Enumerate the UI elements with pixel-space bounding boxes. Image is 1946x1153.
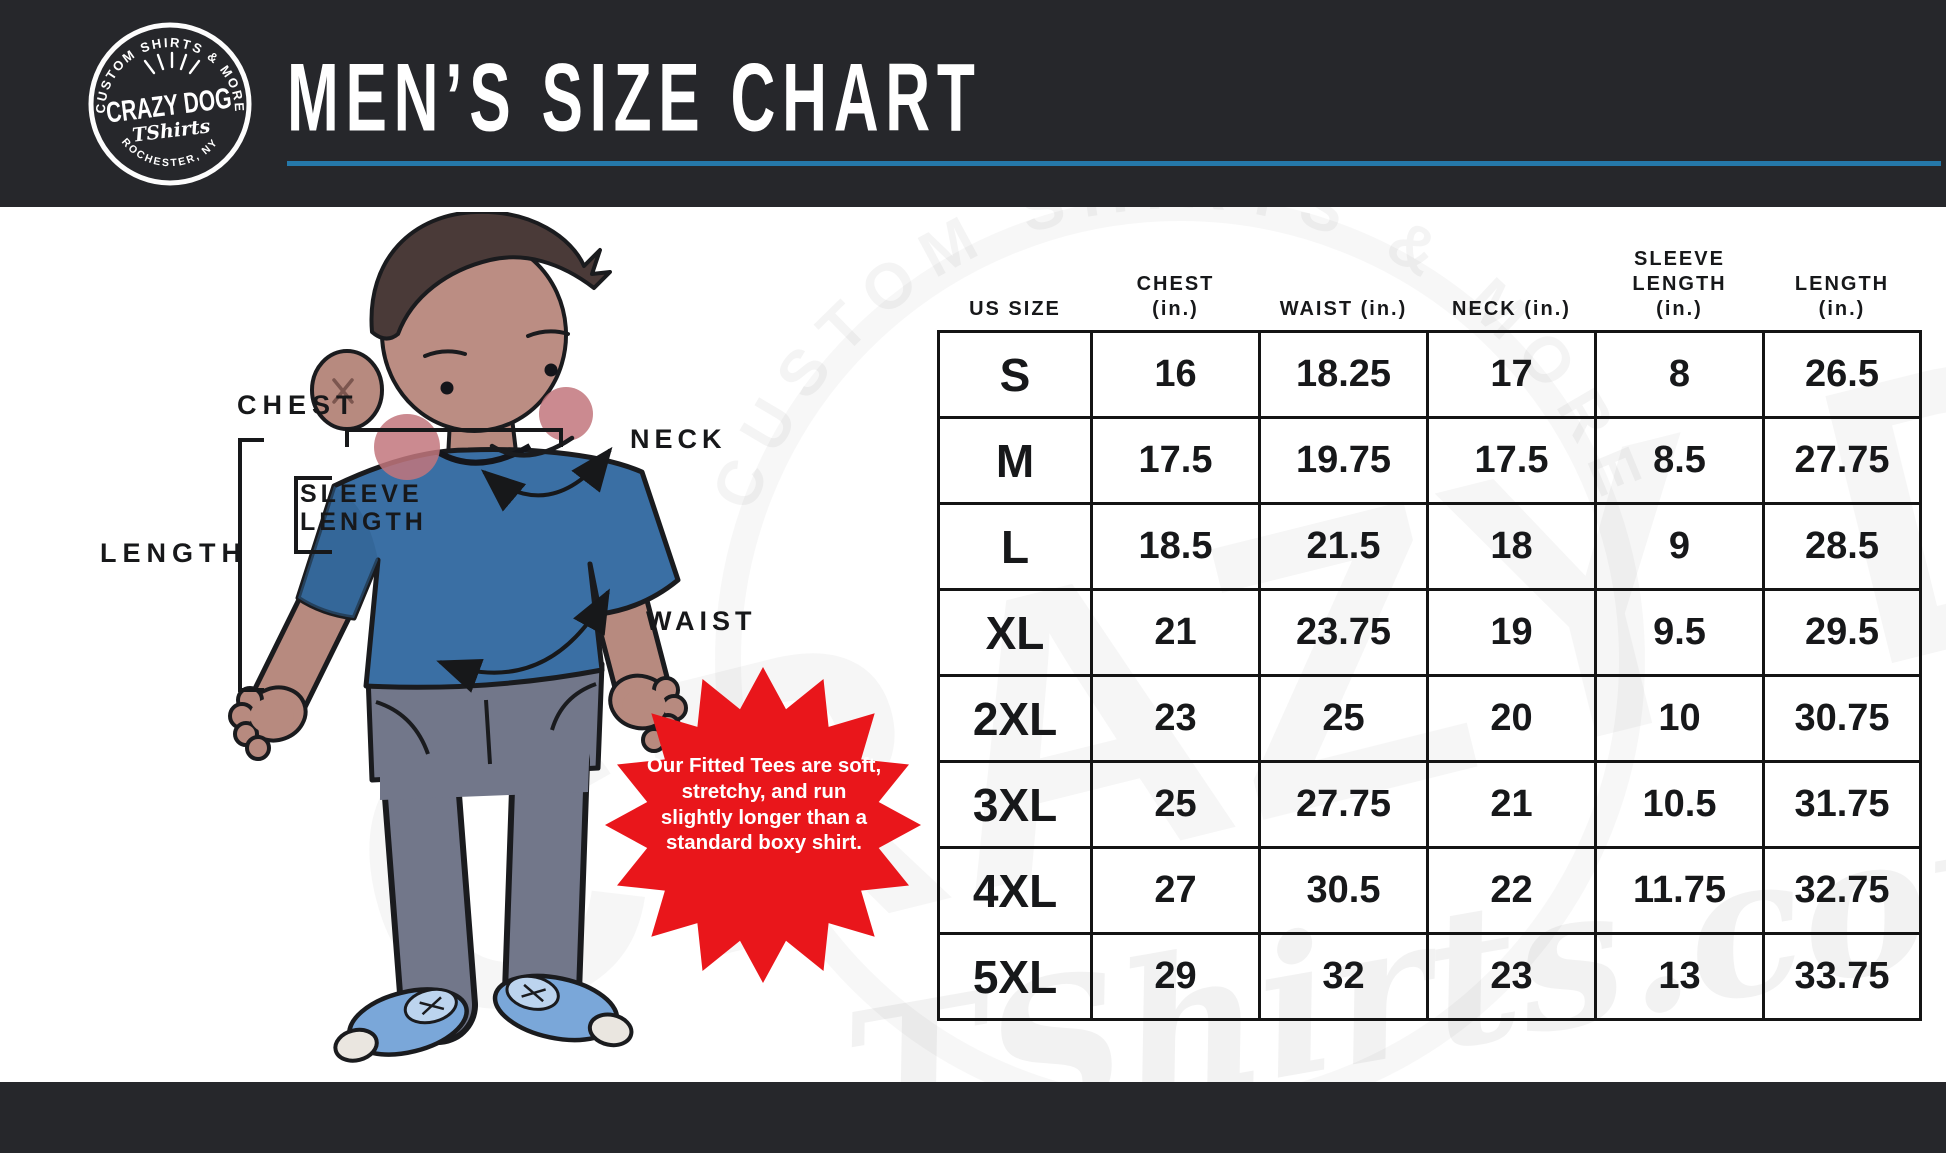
fitted-tees-badge-text: Our Fitted Tees are soft, stretchy, and …: [646, 754, 882, 855]
table-row: L 18.5 21.5 18 9 28.5: [937, 502, 1922, 591]
size-cell: XL: [937, 588, 1093, 677]
sleeve-length-bracket: [294, 476, 332, 554]
length-label: LENGTH: [100, 538, 247, 568]
pants: [365, 661, 605, 1045]
measurement-cell: 31.75: [1762, 760, 1922, 849]
measurement-cell: 22: [1426, 846, 1597, 935]
table-row: S 16 18.25 17 8 26.5: [937, 330, 1922, 419]
measurement-cell: 9.5: [1594, 588, 1765, 677]
size-cell: S: [937, 330, 1093, 419]
measurement-cell: 27.75: [1258, 760, 1429, 849]
column-header: US SIZE: [969, 298, 1061, 320]
chest-bracket: [345, 428, 563, 447]
size-cell: 5XL: [937, 932, 1093, 1021]
measurement-cell: 21.5: [1258, 502, 1429, 591]
measurement-cell: 16: [1090, 330, 1261, 419]
measurement-illustration: CHEST NECK SLEEVE LENGTH LENGTH WAIST: [100, 212, 757, 1063]
measurement-cell: 10: [1594, 674, 1765, 763]
measurement-cell: 28.5: [1762, 502, 1922, 591]
header-bar: [0, 0, 1946, 207]
measurement-cell: 13: [1594, 932, 1765, 1021]
footer-bar: [0, 1082, 1946, 1153]
neck-label: NECK: [630, 424, 727, 454]
measurement-cell: 21: [1090, 588, 1261, 677]
measurement-cell: 19.75: [1258, 416, 1429, 505]
neck-arrow: [480, 446, 613, 512]
measurement-cell: 10.5: [1594, 760, 1765, 849]
table-row: 2XL 23 25 20 10 30.75: [937, 674, 1922, 763]
column-header: SLEEVE LENGTH (in.): [1632, 248, 1727, 320]
table-row: 5XL 29 32 23 13 33.75: [937, 932, 1922, 1021]
measurement-cell: 25: [1090, 760, 1261, 849]
column-header: NECK (in.): [1452, 298, 1571, 320]
left-shoe: [333, 987, 469, 1063]
crazy-dog-logo: CUSTOM SHIRTS & MORE CRAZY DOG TShirts R…: [88, 22, 252, 186]
measurement-cell: 33.75: [1762, 932, 1922, 1021]
measurement-cell: 30.5: [1258, 846, 1429, 935]
measurement-cell: 11.75: [1594, 846, 1765, 935]
column-header: LENGTH (in.): [1794, 273, 1890, 320]
measurement-cell: 29.5: [1762, 588, 1922, 677]
hair: [369, 212, 612, 341]
column-header: WAIST (in.): [1279, 298, 1408, 320]
left-hand: [228, 685, 308, 761]
fitted-tees-badge: [605, 667, 921, 983]
measurement-callouts: CHEST NECK SLEEVE LENGTH LENGTH WAIST: [100, 390, 757, 693]
length-bracket: [238, 438, 264, 692]
size-cell: M: [937, 416, 1093, 505]
measurement-cell: 17.5: [1090, 416, 1261, 505]
chest-label: CHEST: [237, 390, 359, 420]
size-table: US SIZE CHEST (in.) WAIST (in.) NECK (in.) S…: [937, 228, 1922, 1021]
starburst-shape: [605, 667, 921, 983]
measurement-cell: 30.75: [1762, 674, 1922, 763]
measurement-cell: 23.75: [1258, 588, 1429, 677]
measurement-cell: 17.5: [1426, 416, 1597, 505]
logo-ring: [88, 22, 252, 186]
title-underline: [287, 161, 1941, 166]
logo-rays-icon: [143, 51, 201, 75]
table-row: M 17.5 19.75 17.5 8.5 27.75: [937, 416, 1922, 505]
sleeve-length-label-line2: LENGTH: [300, 508, 427, 536]
table-row: XL 21 23.75 19 9.5 29.5: [937, 588, 1922, 677]
measurement-cell: 32.75: [1762, 846, 1922, 935]
size-cell: L: [937, 502, 1093, 591]
measurement-cell: 23: [1090, 674, 1261, 763]
size-cell: 2XL: [937, 674, 1093, 763]
measurement-cell: 27.75: [1762, 416, 1922, 505]
measurement-cell: 32: [1258, 932, 1429, 1021]
measurement-cell: 18.5: [1090, 502, 1261, 591]
measurement-cell: 8.5: [1594, 416, 1765, 505]
measurement-cell: 23: [1426, 932, 1597, 1021]
measurement-cell: 8: [1594, 330, 1765, 419]
measurement-cell: 9: [1594, 502, 1765, 591]
size-cell: 3XL: [937, 760, 1093, 849]
waist-arrow: [436, 588, 610, 693]
measurement-cell: 18.25: [1258, 330, 1429, 419]
measurement-cell: 20: [1426, 674, 1597, 763]
measurement-cell: 17: [1426, 330, 1597, 419]
measurement-cell: 27: [1090, 846, 1261, 935]
head: [310, 212, 612, 480]
column-header: CHEST (in.): [1136, 273, 1215, 320]
size-cell: 4XL: [937, 846, 1093, 935]
size-table-section: US SIZE CHEST (in.) WAIST (in.) NECK (in.) S…: [937, 228, 1922, 1021]
table-row: 4XL 27 30.5 22 11.75 32.75: [937, 846, 1922, 935]
page-title: MEN’S SIZE CHART: [287, 43, 982, 152]
measurement-cell: 21: [1426, 760, 1597, 849]
size-table-header-row: US SIZE CHEST (in.) WAIST (in.) NECK (in.) S…: [939, 228, 1921, 332]
measurement-cell: 26.5: [1762, 330, 1922, 419]
sleeve-length-label-line1: SLEEVE: [300, 480, 423, 508]
right-cheek: [539, 387, 593, 441]
measurement-cell: 18: [1426, 502, 1597, 591]
measurement-cell: 29: [1090, 932, 1261, 1021]
table-row: 3XL 25 27.75 21 10.5 31.75: [937, 760, 1922, 849]
measurement-cell: 25: [1258, 674, 1429, 763]
left-cheek: [374, 414, 440, 480]
measurement-cell: 19: [1426, 588, 1597, 677]
waist-label: WAIST: [646, 606, 757, 636]
right-shoe: [492, 973, 634, 1048]
